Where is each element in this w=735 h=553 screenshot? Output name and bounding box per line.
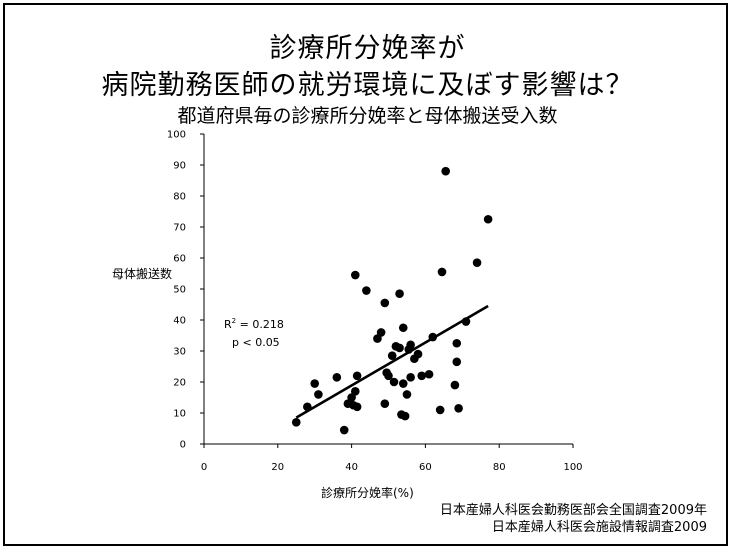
data-point (398, 323, 408, 333)
y-tick-label: 0 (180, 440, 186, 451)
data-point (352, 402, 362, 412)
data-point (461, 317, 471, 326)
y-axis-label: 母体搬送数 (112, 267, 173, 281)
data-point (310, 379, 320, 388)
data-point (314, 390, 323, 399)
p-value-label: p < 0.05 (232, 336, 280, 349)
data-points (291, 166, 493, 435)
x-tick-label: 20 (271, 462, 284, 473)
data-point (384, 371, 393, 381)
data-point (395, 343, 404, 353)
y-tick-label: 40 (173, 316, 186, 327)
data-point (387, 351, 397, 360)
data-point (291, 418, 301, 427)
chart-annotation: R2 = 0.218 p < 0.05 (224, 317, 284, 349)
x-axis-label: 診療所分娩率(%) (321, 486, 414, 500)
trendline (295, 304, 489, 419)
data-point (413, 349, 423, 359)
x-tick-label: 0 (201, 462, 207, 473)
chart-title: 都道府県毎の診療所分娩率と母体搬送受入数 (177, 105, 558, 127)
y-tick-label: 60 (173, 254, 186, 265)
data-point (472, 258, 482, 267)
data-point (350, 270, 360, 280)
y-tick-label: 10 (173, 409, 186, 420)
data-point (450, 380, 460, 390)
y-tick-label: 50 (173, 285, 186, 296)
data-point (402, 390, 412, 399)
source-line1: 日本産婦人科医会勤務医部会全国調査2009年 (439, 503, 707, 518)
y-tick-label: 30 (173, 347, 186, 358)
data-point (303, 402, 312, 412)
data-point (406, 340, 415, 350)
data-point (339, 425, 349, 435)
data-point (350, 387, 360, 396)
data-point (332, 373, 342, 382)
slide-title-line1: 診療所分娩率が (269, 33, 466, 64)
data-point (400, 411, 410, 421)
data-point (454, 404, 463, 413)
x-tick-label: 80 (493, 462, 506, 473)
x-tick-label: 60 (419, 462, 432, 473)
data-point (437, 267, 447, 277)
data-point (395, 289, 404, 298)
data-point (406, 373, 415, 382)
y-tick-label: 80 (173, 192, 186, 203)
data-point (424, 369, 434, 379)
data-point (398, 379, 408, 388)
y-tick-label: 100 (167, 130, 186, 141)
data-point (483, 214, 493, 224)
data-point (347, 393, 356, 402)
y-tick-label: 20 (173, 378, 186, 389)
trendline-group (295, 304, 489, 419)
data-point (380, 298, 390, 308)
data-point (452, 338, 462, 348)
data-point (362, 286, 371, 295)
data-point (376, 328, 386, 337)
x-tick-label: 100 (563, 462, 582, 473)
data-point (435, 405, 445, 415)
y-tick-label: 90 (173, 161, 186, 172)
chart-axes (203, 134, 573, 445)
data-point (352, 371, 362, 381)
data-point (389, 377, 399, 387)
data-point (452, 357, 462, 367)
data-point (428, 332, 438, 342)
data-point (441, 166, 450, 176)
y-tick-label: 70 (173, 223, 186, 234)
data-point (417, 371, 427, 381)
slide-title-line2: 病院勤務医師の就労環境に及ぼす影響は？ (101, 70, 634, 101)
r-squared-label: R2 = 0.218 (224, 317, 284, 331)
x-tick-label: 40 (345, 462, 358, 473)
data-point (380, 399, 390, 409)
chart-ticks: 0 10 20 30 40 50 60 70 80 90 100 0 20 40 60 80 100 (167, 130, 583, 474)
data-point (373, 334, 382, 343)
slide-frame (3, 3, 728, 546)
source-line2: 日本産婦人科医会施設情報調査2009 (491, 520, 707, 535)
